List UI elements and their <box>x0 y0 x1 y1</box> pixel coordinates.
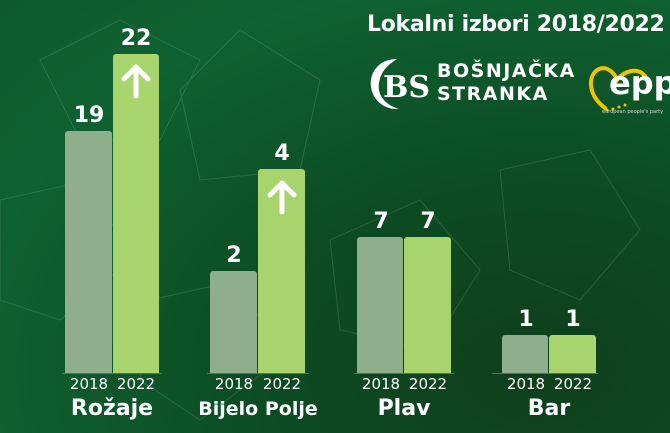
baseline <box>354 373 454 374</box>
year-label-2022: 2022 <box>262 375 302 393</box>
bar-bijelo-polje-2018 <box>210 271 257 373</box>
value-plav-2018: 7 <box>373 209 389 234</box>
baseline <box>62 373 162 374</box>
year-label-2022: 2022 <box>408 375 448 393</box>
bar-rozaje-2018 <box>65 131 112 373</box>
party-name-line1: BOŠNJAČKA <box>437 60 576 82</box>
city-label-plav: Plav <box>377 396 431 421</box>
party-name-line2: STRANKA <box>437 83 549 105</box>
city-label-bar: Bar <box>527 396 571 421</box>
baseline <box>207 373 309 374</box>
value-bar-2018: 1 <box>518 307 534 332</box>
chart-title: Lokalni izbori 2018/2022 <box>367 12 665 37</box>
value-rozaje-2018: 19 <box>73 103 105 128</box>
bar-plav-2022 <box>404 237 451 373</box>
value-rozaje-2022: 22 <box>120 26 152 51</box>
value-plav-2022: 7 <box>420 209 436 234</box>
bar-bar-2022 <box>549 335 596 373</box>
epp-heart-logo-icon <box>588 66 647 112</box>
svg-text:BS: BS <box>383 70 429 105</box>
year-label-2018: 2018 <box>214 375 254 393</box>
year-label-2022: 2022 <box>116 375 156 393</box>
epp-logo-text: epp <box>609 64 670 102</box>
year-label-2022: 2022 <box>553 375 593 393</box>
year-label-2018: 2018 <box>361 375 401 393</box>
baseline <box>492 373 598 374</box>
year-label-2018: 2018 <box>69 375 109 393</box>
up-arrow-icon <box>267 180 297 215</box>
bosnjacka-stranka-logo-icon: BS <box>370 59 429 110</box>
year-label-2018: 2018 <box>506 375 546 393</box>
up-arrow-icon <box>121 64 151 99</box>
party-name: BOŠNJAČKA STRANKA <box>437 60 576 106</box>
epp-subtitle: european people's party <box>602 109 664 115</box>
city-label-bijelo-polje: Bijelo Polje <box>198 398 318 420</box>
bar-rozaje-2022 <box>113 54 159 373</box>
city-label-rozaje: Rožaje <box>70 396 154 421</box>
value-bijelo-polje-2018: 2 <box>226 243 242 268</box>
bar-plav-2018 <box>357 237 403 373</box>
bar-bar-2018 <box>502 335 548 373</box>
value-bar-2022: 1 <box>565 307 581 332</box>
value-bijelo-polje-2022: 4 <box>274 141 290 166</box>
